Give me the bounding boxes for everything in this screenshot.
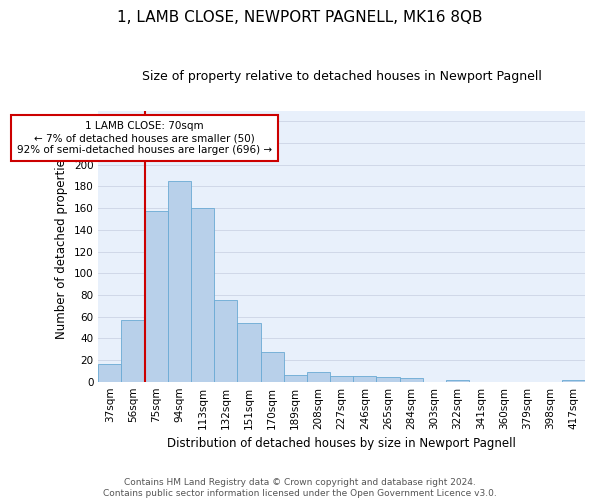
Text: 1 LAMB CLOSE: 70sqm
← 7% of detached houses are smaller (50)
92% of semi-detache: 1 LAMB CLOSE: 70sqm ← 7% of detached hou… [17, 122, 272, 154]
Bar [191, 208, 214, 382]
Bar [353, 376, 376, 382]
Text: Contains HM Land Registry data © Crown copyright and database right 2024.
Contai: Contains HM Land Registry data © Crown c… [103, 478, 497, 498]
Bar [376, 378, 400, 382]
Bar [307, 372, 330, 382]
Bar [446, 380, 469, 382]
Title: Size of property relative to detached houses in Newport Pagnell: Size of property relative to detached ho… [142, 70, 542, 83]
Bar [121, 320, 145, 382]
Bar [260, 352, 284, 382]
Text: 1, LAMB CLOSE, NEWPORT PAGNELL, MK16 8QB: 1, LAMB CLOSE, NEWPORT PAGNELL, MK16 8QB [117, 10, 483, 25]
Bar [238, 323, 260, 382]
Y-axis label: Number of detached properties: Number of detached properties [55, 153, 68, 339]
Bar [330, 376, 353, 382]
X-axis label: Distribution of detached houses by size in Newport Pagnell: Distribution of detached houses by size … [167, 437, 516, 450]
Bar [284, 375, 307, 382]
Bar [145, 212, 168, 382]
Bar [562, 380, 585, 382]
Bar [168, 181, 191, 382]
Bar [400, 378, 423, 382]
Bar [98, 364, 121, 382]
Bar [214, 300, 238, 382]
